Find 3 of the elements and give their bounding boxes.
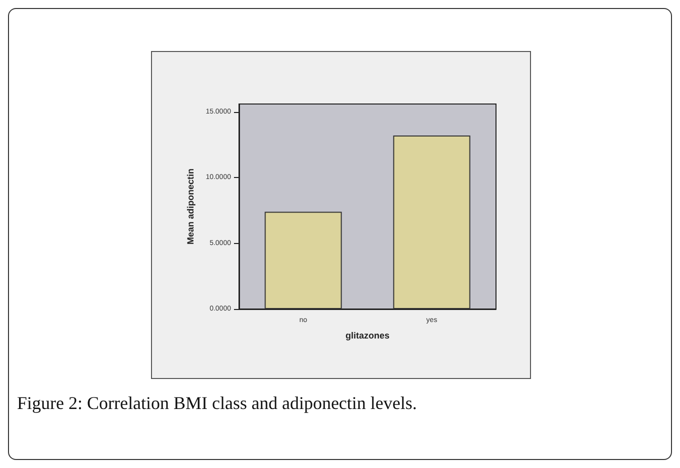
y-axis-title: Mean adiponectin <box>186 168 196 245</box>
caption: Figure 2: Correlation BMI class and adiponectin levels. <box>17 393 417 414</box>
x-axis-title: glitazones <box>345 330 390 340</box>
